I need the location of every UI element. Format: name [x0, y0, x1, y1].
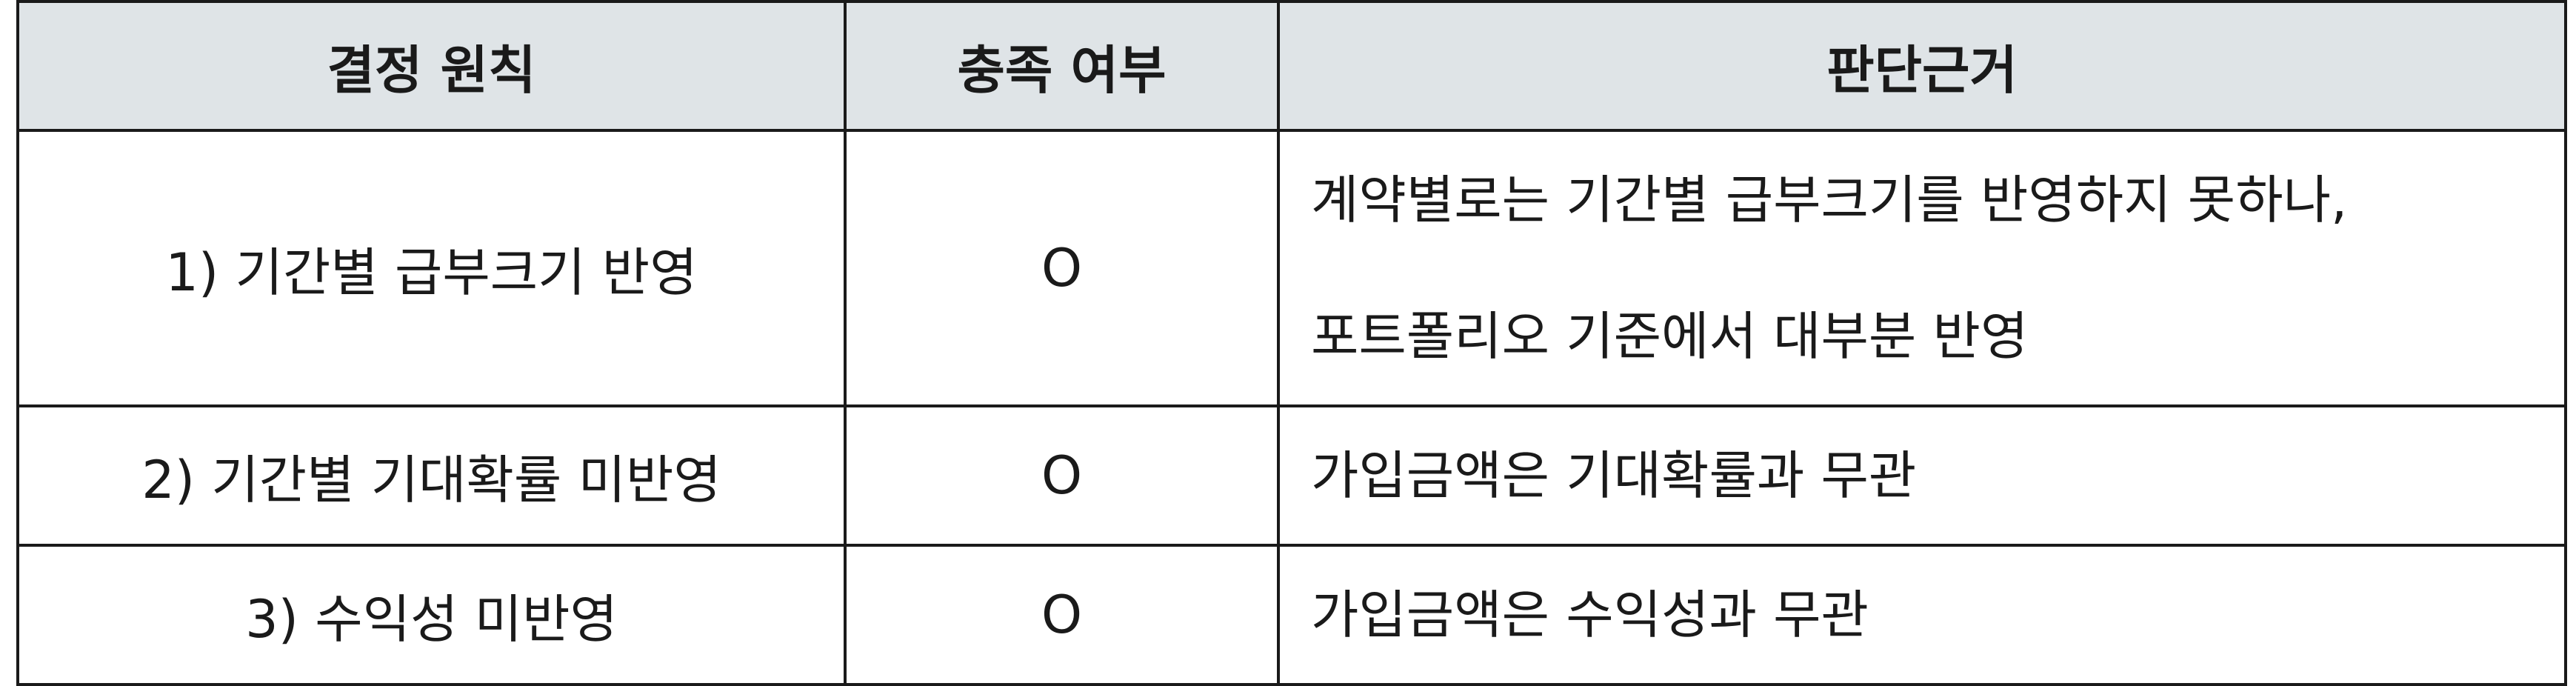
cell-satisfied: O [844, 129, 1280, 407]
cell-rationale: 가입금액은 수익성과 무관 [1277, 544, 2567, 686]
rationale-line: 가입금액은 수익성과 무관 [1311, 585, 1869, 645]
table-body: 1) 기간별 급부크기 반영 O 계약별로는 기간별 급부크기를 반영하지 못하… [16, 129, 2567, 686]
decision-principles-table: 결정 원칙 충족 여부 판단근거 1) 기간별 급부크기 반영 O 계약별로는 … [16, 0, 2567, 686]
table-row: 2) 기간별 기대확률 미반영 O 가입금액은 기대확률과 무관 [16, 404, 2567, 547]
cell-principle: 1) 기간별 급부크기 반영 [16, 129, 847, 407]
cell-satisfied: O [844, 404, 1280, 547]
rationale-line: 계약별로는 기간별 급부크기를 반영하지 못하나, [1311, 170, 2348, 230]
rationale-line: 가입금액은 기대확률과 무관 [1311, 445, 1917, 506]
table-header: 결정 원칙 충족 여부 판단근거 [16, 0, 2567, 132]
table-row: 1) 기간별 급부크기 반영 O 계약별로는 기간별 급부크기를 반영하지 못하… [16, 129, 2567, 407]
cell-rationale: 가입금액은 기대확률과 무관 [1277, 404, 2567, 547]
rationale-line: 포트폴리오 기준에서 대부분 반영 [1311, 306, 2029, 367]
cell-principle: 2) 기간별 기대확률 미반영 [16, 404, 847, 547]
cell-principle: 3) 수익성 미반영 [16, 544, 847, 686]
cell-satisfied: O [844, 544, 1280, 686]
header-principle: 결정 원칙 [16, 0, 847, 132]
header-row: 결정 원칙 충족 여부 판단근거 [16, 0, 2567, 132]
header-rationale: 판단근거 [1277, 0, 2567, 132]
table-row: 3) 수익성 미반영 O 가입금액은 수익성과 무관 [16, 544, 2567, 686]
cell-rationale: 계약별로는 기간별 급부크기를 반영하지 못하나, 포트폴리오 기준에서 대부분… [1277, 129, 2567, 407]
decision-table-container: 결정 원칙 충족 여부 판단근거 1) 기간별 급부크기 반영 O 계약별로는 … [16, 0, 2567, 686]
header-satisfied: 충족 여부 [844, 0, 1280, 132]
